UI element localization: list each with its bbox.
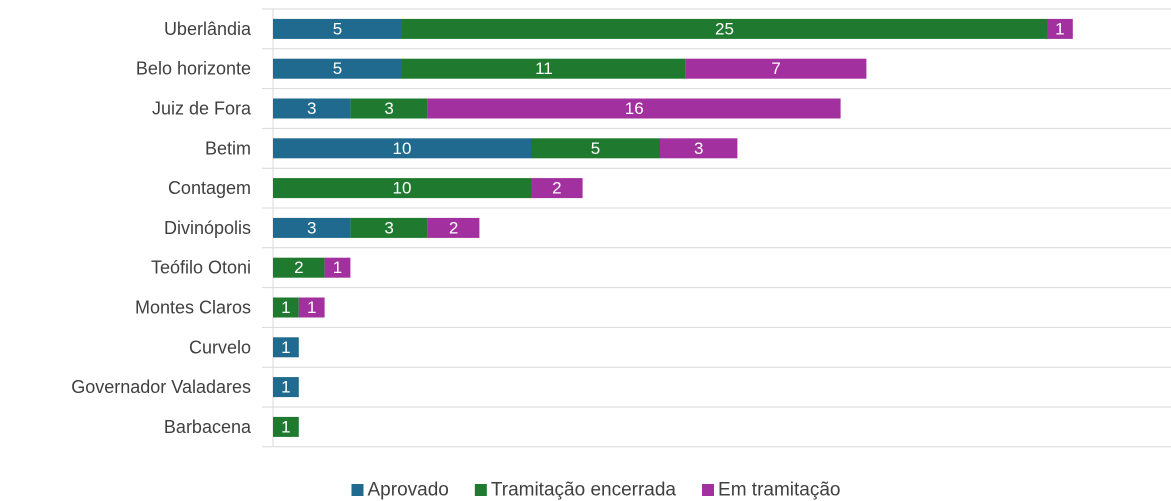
- value-label: 2: [449, 218, 458, 237]
- value-label: 3: [384, 99, 393, 118]
- bar-segment: [531, 178, 583, 199]
- category-label: Governador Valadares: [71, 377, 251, 397]
- value-label: 2: [552, 179, 561, 198]
- category-label: Montes Claros: [135, 298, 251, 318]
- bar-segment: [273, 337, 299, 358]
- bar-segment: [273, 217, 351, 238]
- legend-swatch: [351, 484, 364, 496]
- bar-segment: [350, 98, 428, 119]
- value-label: 10: [393, 139, 412, 158]
- legend-swatch: [474, 484, 487, 496]
- value-label: 1: [281, 298, 290, 317]
- value-label: 5: [591, 139, 600, 158]
- bar-segment: [273, 18, 402, 39]
- bar-segment: [350, 217, 428, 238]
- value-label: 5: [333, 59, 342, 78]
- value-label: 1: [281, 417, 290, 436]
- value-label: 1: [333, 258, 342, 277]
- value-label: 5: [333, 19, 342, 38]
- bar-segment: [660, 138, 738, 159]
- value-label: 25: [715, 19, 734, 38]
- category-label: Belo horizonte: [136, 59, 251, 79]
- legend-label: Aprovado: [368, 480, 449, 501]
- bar-segment: [273, 178, 531, 199]
- bar-segment: [685, 58, 867, 79]
- legend-label: Em tramitação: [718, 480, 840, 501]
- bar-segment: [273, 138, 531, 159]
- category-label: Betim: [205, 138, 251, 158]
- value-label: 1: [281, 338, 290, 357]
- value-label: 3: [307, 218, 316, 237]
- bar-segment: [324, 257, 351, 278]
- category-label: Uberlândia: [164, 19, 252, 39]
- bar-segment: [273, 58, 402, 79]
- category-label: Barbacena: [164, 417, 252, 437]
- value-label: 1: [1055, 19, 1064, 38]
- value-label: 1: [281, 378, 290, 397]
- value-label: 1: [307, 298, 316, 317]
- bar-segment: [531, 138, 660, 159]
- bar-segment: [273, 377, 299, 398]
- value-label: 7: [771, 59, 780, 78]
- value-label: 3: [694, 139, 703, 158]
- bar-segment: [273, 416, 299, 437]
- bar-segment: [273, 297, 299, 318]
- bar-segment: [402, 18, 1047, 39]
- legend-item: Aprovado: [351, 480, 449, 501]
- value-label: 11: [535, 59, 553, 78]
- bar-segment: [427, 98, 841, 119]
- value-label: 3: [307, 99, 316, 118]
- bar-segment: [298, 297, 325, 318]
- category-label: Divinópolis: [164, 218, 251, 238]
- category-label: Juiz de Fora: [152, 99, 252, 119]
- value-label: 3: [384, 218, 393, 237]
- bar-segment: [273, 257, 325, 278]
- legend-item: Em tramitação: [702, 480, 841, 501]
- value-label: 16: [625, 99, 644, 118]
- bar-segment: [402, 58, 686, 79]
- legend-label: Tramitação encerrada: [491, 480, 677, 501]
- category-label: Teófilo Otoni: [151, 258, 251, 278]
- bar-segment: [273, 98, 351, 119]
- category-label: Contagem: [168, 178, 251, 198]
- value-label: 2: [294, 258, 303, 277]
- category-label: Curvelo: [189, 337, 251, 357]
- legend-item: Tramitação encerrada: [474, 480, 677, 501]
- value-label: 10: [393, 179, 412, 198]
- bar-segment: [427, 217, 480, 238]
- bar-segment: [1047, 18, 1073, 39]
- legend-swatch: [702, 484, 715, 496]
